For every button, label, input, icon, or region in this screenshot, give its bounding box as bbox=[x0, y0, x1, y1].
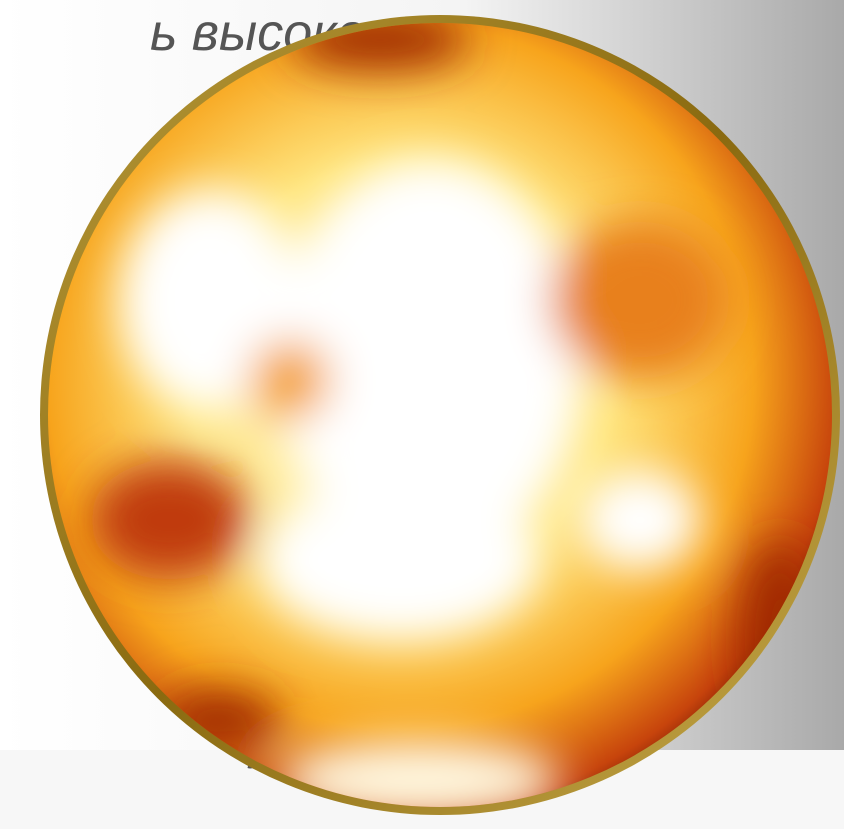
sun-image bbox=[40, 15, 840, 815]
